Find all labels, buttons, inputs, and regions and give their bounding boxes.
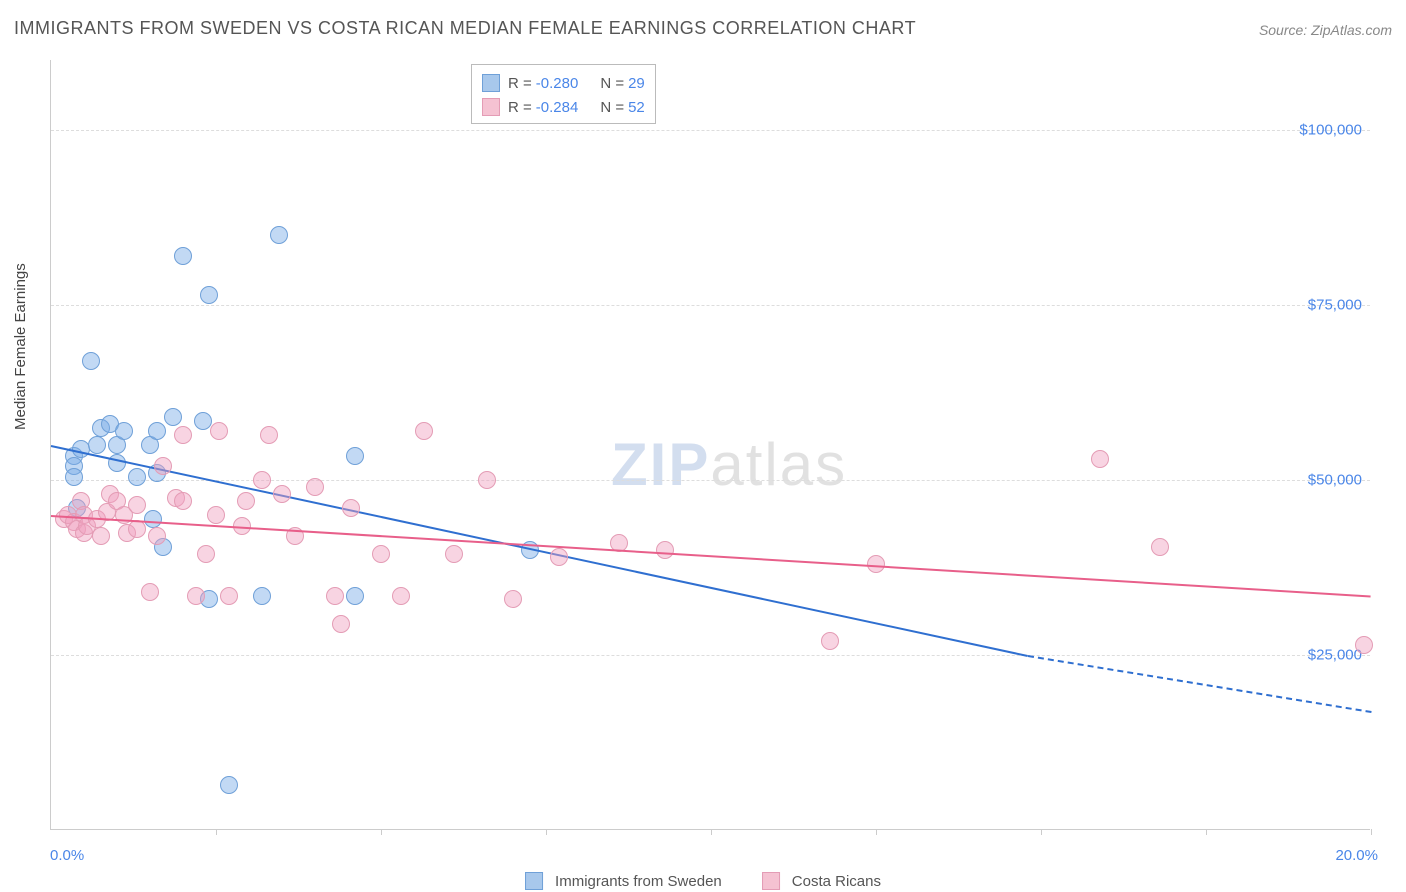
legend-label-sweden: Immigrants from Sweden: [555, 873, 722, 890]
data-point-sweden: [65, 468, 83, 486]
data-point-sweden: [144, 510, 162, 528]
data-point-costa: [187, 587, 205, 605]
r-value-costa: -0.284: [536, 99, 579, 116]
watermark: ZIPatlas: [611, 430, 847, 499]
data-point-costa: [1151, 538, 1169, 556]
source-name: ZipAtlas.com: [1311, 22, 1392, 38]
data-point-costa: [326, 587, 344, 605]
data-point-costa: [174, 426, 192, 444]
x-tick-mark: [381, 829, 382, 835]
swatch-sweden: [482, 74, 500, 92]
data-point-costa: [504, 590, 522, 608]
data-point-costa: [821, 632, 839, 650]
swatch-costa: [482, 98, 500, 116]
gridline: [51, 130, 1370, 131]
x-tick-mark: [216, 829, 217, 835]
data-point-sweden: [115, 422, 133, 440]
legend-item-sweden: Immigrants from Sweden: [525, 872, 722, 890]
data-point-costa: [478, 471, 496, 489]
data-point-sweden: [148, 422, 166, 440]
gridline: [51, 655, 1370, 656]
x-axis-max-label: 20.0%: [1335, 847, 1378, 864]
data-point-sweden: [200, 286, 218, 304]
r-value-sweden: -0.280: [536, 75, 579, 92]
data-point-costa: [415, 422, 433, 440]
x-tick-mark: [1371, 829, 1372, 835]
data-point-costa: [141, 583, 159, 601]
data-point-costa: [92, 527, 110, 545]
series-legend: Immigrants from Sweden Costa Ricans: [525, 872, 881, 890]
data-point-costa: [148, 527, 166, 545]
data-point-sweden: [82, 352, 100, 370]
trend-line: [1028, 655, 1372, 713]
x-tick-mark: [546, 829, 547, 835]
data-point-costa: [273, 485, 291, 503]
y-tick-label: $100,000: [1299, 122, 1362, 139]
x-tick-mark: [1206, 829, 1207, 835]
data-point-sweden: [174, 247, 192, 265]
trend-line: [51, 515, 1371, 597]
y-tick-label: $75,000: [1308, 297, 1362, 314]
x-tick-mark: [876, 829, 877, 835]
x-axis-min-label: 0.0%: [50, 847, 84, 864]
n-value-sweden: 29: [628, 75, 645, 92]
watermark-atlas: atlas: [710, 431, 847, 498]
data-point-sweden: [88, 436, 106, 454]
x-tick-mark: [711, 829, 712, 835]
data-point-sweden: [346, 587, 364, 605]
y-axis-label: Median Female Earnings: [12, 263, 29, 430]
r-label: R =: [508, 99, 532, 116]
data-point-costa: [220, 587, 238, 605]
data-point-costa: [210, 422, 228, 440]
x-tick-mark: [1041, 829, 1042, 835]
data-point-costa: [445, 545, 463, 563]
legend-label-costa: Costa Ricans: [792, 873, 881, 890]
data-point-costa: [342, 499, 360, 517]
data-point-sweden: [253, 587, 271, 605]
data-point-sweden: [194, 412, 212, 430]
legend-swatch-costa: [762, 872, 780, 890]
n-label: N =: [600, 75, 624, 92]
data-point-costa: [550, 548, 568, 566]
source-attribution: Source: ZipAtlas.com: [1259, 22, 1392, 38]
data-point-costa: [237, 492, 255, 510]
source-prefix: Source:: [1259, 22, 1311, 38]
data-point-costa: [306, 478, 324, 496]
data-point-costa: [253, 471, 271, 489]
data-point-costa: [197, 545, 215, 563]
scatter-plot-area: ZIPatlas R = -0.280 N = 29 R = -0.284 N = 5…: [50, 60, 1370, 830]
n-label: N =: [600, 99, 624, 116]
data-point-sweden: [164, 408, 182, 426]
data-point-sweden: [270, 226, 288, 244]
gridline: [51, 480, 1370, 481]
n-value-costa: 52: [628, 99, 645, 116]
data-point-costa: [372, 545, 390, 563]
data-point-costa: [332, 615, 350, 633]
stats-row-sweden: R = -0.280 N = 29: [482, 71, 645, 95]
chart-title: IMMIGRANTS FROM SWEDEN VS COSTA RICAN ME…: [14, 18, 916, 39]
y-tick-label: $50,000: [1308, 472, 1362, 489]
data-point-costa: [1355, 636, 1373, 654]
stats-row-costa: R = -0.284 N = 52: [482, 95, 645, 119]
gridline: [51, 305, 1370, 306]
legend-item-costa: Costa Ricans: [762, 872, 881, 890]
r-label: R =: [508, 75, 532, 92]
watermark-zip: ZIP: [611, 431, 710, 498]
data-point-costa: [392, 587, 410, 605]
data-point-sweden: [346, 447, 364, 465]
data-point-sweden: [220, 776, 238, 794]
data-point-costa: [207, 506, 225, 524]
data-point-sweden: [128, 468, 146, 486]
y-tick-label: $25,000: [1308, 647, 1362, 664]
data-point-costa: [128, 520, 146, 538]
data-point-costa: [174, 492, 192, 510]
data-point-costa: [260, 426, 278, 444]
data-point-costa: [656, 541, 674, 559]
stats-legend-box: R = -0.280 N = 29 R = -0.284 N = 52: [471, 64, 656, 124]
data-point-costa: [128, 496, 146, 514]
data-point-costa: [1091, 450, 1109, 468]
legend-swatch-sweden: [525, 872, 543, 890]
